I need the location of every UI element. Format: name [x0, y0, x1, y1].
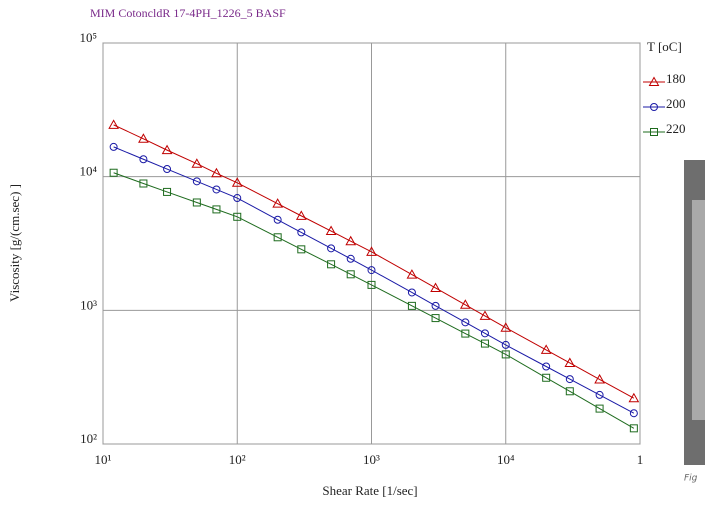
marker: [407, 288, 416, 297]
marker: [327, 244, 336, 253]
marker: [648, 76, 660, 86]
marker: [138, 133, 149, 143]
legend-entry: 180: [643, 71, 686, 86]
figure-caption: Fig: [684, 474, 698, 484]
marker: [273, 233, 282, 242]
marker: [480, 329, 489, 338]
marker: [297, 245, 306, 254]
photo-highlight: [692, 200, 705, 420]
legend-label: 220: [666, 121, 686, 136]
marker: [595, 390, 604, 399]
marker: [564, 357, 576, 367]
marker: [325, 225, 337, 236]
marker: [565, 387, 574, 396]
marker: [501, 350, 510, 359]
marker: [109, 168, 118, 177]
marker: [233, 212, 242, 221]
marker: [211, 167, 222, 178]
x-tick-label: 1: [637, 452, 644, 467]
marker: [163, 165, 172, 174]
legend-entry: 200: [643, 96, 686, 111]
y-tick-label: 10⁵: [79, 30, 97, 45]
marker: [346, 254, 355, 263]
marker: [501, 340, 510, 349]
marker: [407, 301, 416, 310]
marker: [366, 246, 377, 256]
marker: [650, 128, 658, 136]
x-tick-label: 10³: [363, 452, 380, 467]
marker: [297, 228, 306, 237]
marker: [109, 142, 118, 151]
marker: [212, 185, 221, 194]
marker: [191, 158, 203, 168]
y-tick-label: 10⁴: [79, 164, 97, 179]
x-tick-label: 10⁴: [497, 452, 515, 467]
marker: [345, 235, 357, 246]
marker: [430, 282, 441, 292]
marker: [542, 362, 551, 371]
marker: [461, 329, 470, 338]
marker: [594, 373, 605, 384]
marker: [139, 155, 148, 164]
x-tick-label: 10¹: [95, 452, 112, 467]
marker: [273, 215, 282, 224]
marker: [479, 310, 491, 320]
marker: [163, 187, 172, 196]
marker: [459, 299, 471, 309]
marker: [139, 179, 148, 188]
y-axis-label: Viscosity [g/(cm.sec) ]: [7, 184, 22, 302]
y-tick-label: 10²: [80, 431, 97, 446]
marker: [192, 198, 201, 207]
marker: [367, 280, 376, 289]
marker: [461, 318, 470, 327]
marker: [480, 339, 489, 348]
marker: [629, 424, 638, 433]
x-tick-label: 10²: [229, 452, 246, 467]
marker: [628, 392, 640, 403]
marker: [233, 194, 242, 203]
marker: [327, 260, 336, 269]
marker: [367, 266, 376, 275]
marker: [295, 210, 307, 220]
marker: [231, 177, 243, 187]
marker: [212, 205, 221, 214]
marker: [431, 301, 440, 310]
legend-entry: 220: [643, 121, 686, 136]
marker: [108, 119, 119, 129]
marker: [272, 198, 284, 208]
marker: [500, 322, 512, 332]
legend-title: T [oC]: [647, 39, 682, 54]
marker: [540, 344, 552, 354]
chart-title: MIM CotoncldR 17-4PH_1226_5 BASF: [90, 6, 286, 20]
marker: [650, 103, 658, 111]
marker: [406, 269, 418, 279]
marker: [595, 404, 604, 413]
legend-label: 180: [666, 71, 686, 86]
legend-label: 200: [666, 96, 686, 111]
marker: [431, 314, 440, 323]
marker: [542, 373, 551, 382]
x-axis-label: Shear Rate [1/sec]: [322, 483, 417, 498]
y-tick-label: 10³: [80, 297, 97, 312]
marker: [565, 375, 574, 384]
marker: [161, 144, 173, 155]
marker: [192, 177, 201, 186]
marker: [629, 409, 638, 418]
marker: [346, 270, 355, 279]
